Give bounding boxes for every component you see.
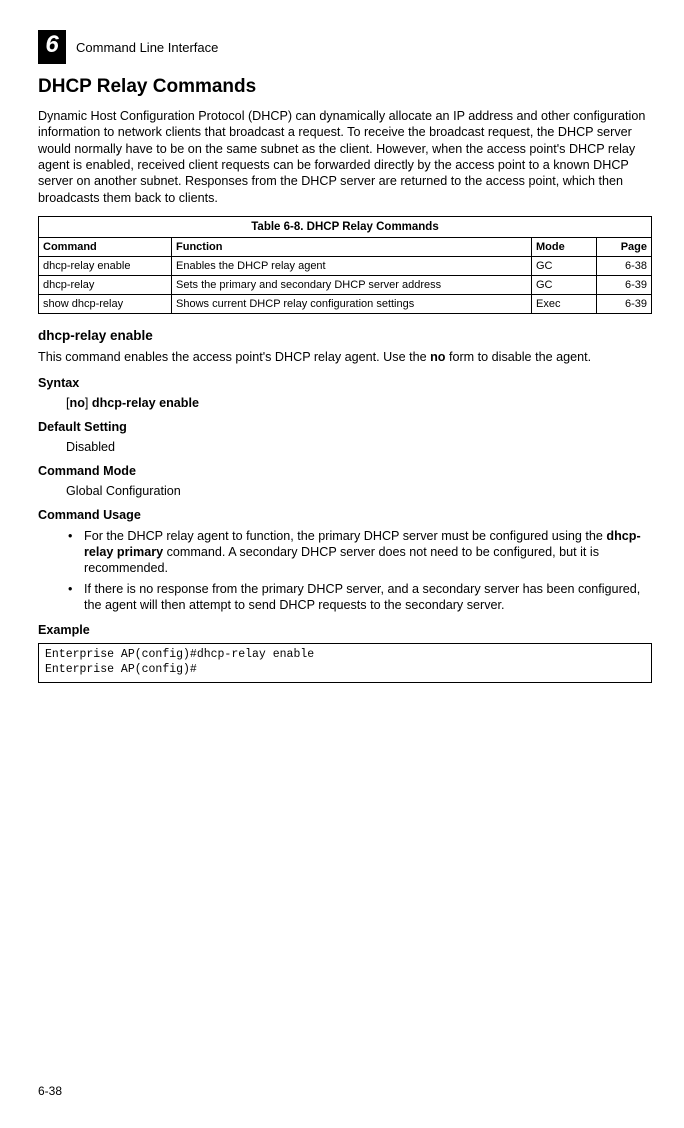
- table-row: show dhcp-relay Shows current DHCP relay…: [39, 295, 652, 314]
- command-description: This command enables the access point's …: [38, 349, 652, 365]
- cell-function: Shows current DHCP relay configuration s…: [172, 295, 532, 314]
- cell-command: show dhcp-relay: [39, 295, 172, 314]
- usage-list: For the DHCP relay agent to function, th…: [38, 528, 652, 614]
- header-title: Command Line Interface: [76, 40, 218, 55]
- cell-command: dhcp-relay: [39, 276, 172, 295]
- syntax-cmd: dhcp-relay enable: [92, 396, 199, 410]
- col-function: Function: [172, 238, 532, 257]
- desc-bold: no: [430, 350, 445, 364]
- main-heading: DHCP Relay Commands: [38, 76, 652, 98]
- col-page: Page: [597, 238, 652, 257]
- usage-item: For the DHCP relay agent to function, th…: [84, 528, 652, 577]
- page-header: 6 Command Line Interface: [38, 30, 652, 64]
- cell-command: dhcp-relay enable: [39, 257, 172, 276]
- col-command: Command: [39, 238, 172, 257]
- syntax-no: no: [70, 396, 85, 410]
- desc-pre: This command enables the access point's …: [38, 350, 430, 364]
- syntax-line: [no] dhcp-relay enable: [66, 396, 652, 410]
- example-line: Enterprise AP(config)#dhcp-relay enable: [45, 648, 645, 663]
- col-mode: Mode: [532, 238, 597, 257]
- cell-mode: Exec: [532, 295, 597, 314]
- page-container: 6 Command Line Interface DHCP Relay Comm…: [0, 0, 684, 713]
- usage-pre: For the DHCP relay agent to function, th…: [84, 529, 606, 543]
- commands-table: Table 6-8. DHCP Relay Commands Command F…: [38, 216, 652, 314]
- cell-mode: GC: [532, 257, 597, 276]
- cell-page: 6-38: [597, 257, 652, 276]
- example-heading: Example: [38, 623, 652, 637]
- desc-post: form to disable the agent.: [445, 350, 591, 364]
- table-header-row: Command Function Mode Page: [39, 238, 652, 257]
- example-line: Enterprise AP(config)#: [45, 663, 645, 678]
- command-name-heading: dhcp-relay enable: [38, 328, 652, 343]
- cell-page: 6-39: [597, 276, 652, 295]
- chapter-badge: 6: [38, 30, 66, 64]
- usage-pre: If there is no response from the primary…: [84, 582, 640, 612]
- usage-item: If there is no response from the primary…: [84, 581, 652, 614]
- table-caption: Table 6-8. DHCP Relay Commands: [38, 216, 652, 237]
- mode-heading: Command Mode: [38, 464, 652, 478]
- cell-function: Sets the primary and secondary DHCP serv…: [172, 276, 532, 295]
- table-row: dhcp-relay enable Enables the DHCP relay…: [39, 257, 652, 276]
- default-value: Disabled: [66, 440, 652, 454]
- table-row: dhcp-relay Sets the primary and secondar…: [39, 276, 652, 295]
- cell-function: Enables the DHCP relay agent: [172, 257, 532, 276]
- mode-value: Global Configuration: [66, 484, 652, 498]
- intro-paragraph: Dynamic Host Configuration Protocol (DHC…: [38, 108, 652, 206]
- page-footer: 6-38: [38, 1084, 62, 1098]
- syntax-bracket-close: ]: [85, 396, 92, 410]
- syntax-heading: Syntax: [38, 376, 652, 390]
- usage-heading: Command Usage: [38, 508, 652, 522]
- cell-mode: GC: [532, 276, 597, 295]
- cell-page: 6-39: [597, 295, 652, 314]
- default-heading: Default Setting: [38, 420, 652, 434]
- example-box: Enterprise AP(config)#dhcp-relay enable …: [38, 643, 652, 683]
